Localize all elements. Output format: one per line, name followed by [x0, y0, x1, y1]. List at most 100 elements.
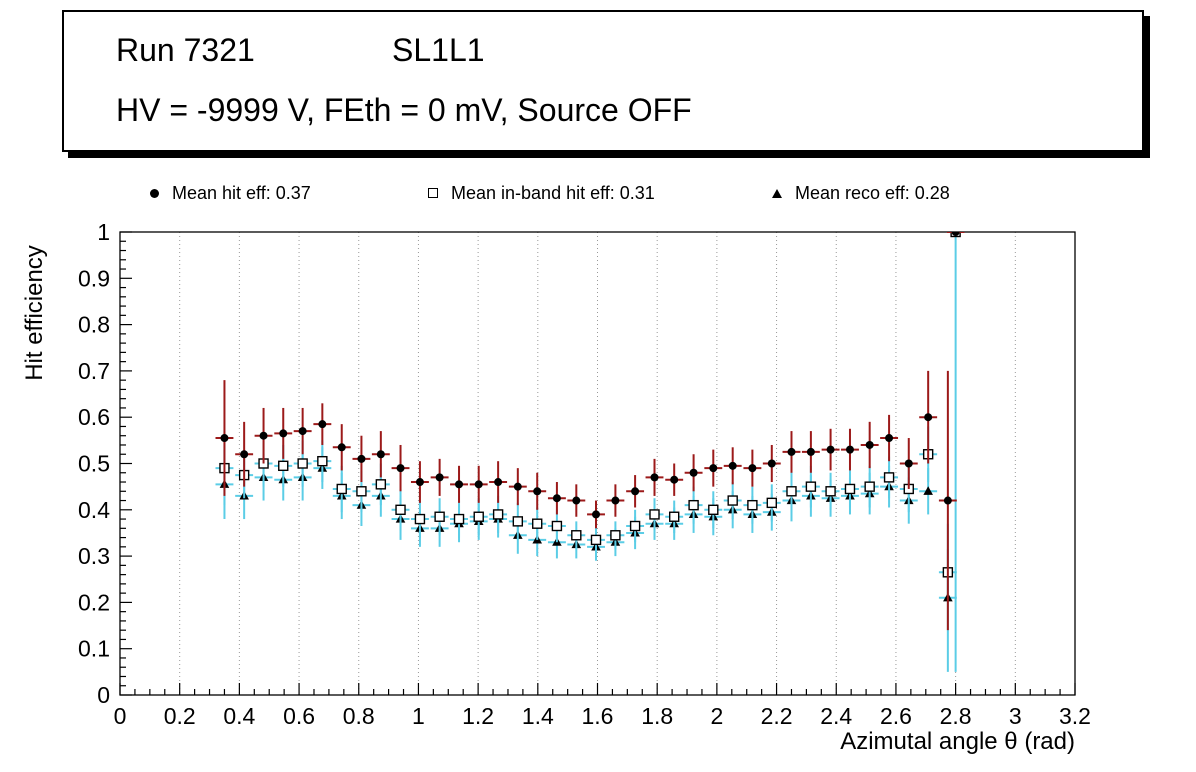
- y-tick-label: 0.8: [78, 312, 110, 338]
- y-tick-label: 1: [97, 219, 110, 245]
- marker-filled-circle: [904, 459, 913, 468]
- marker-open-square: [356, 486, 367, 497]
- marker-open-square: [492, 509, 504, 520]
- marker-open-square: [825, 486, 836, 497]
- marker-open-square: [317, 455, 328, 467]
- title-line-1: Run 7321 SL1L1: [116, 32, 485, 69]
- marker-filled-circle: [357, 454, 366, 463]
- y-tick-label: 0.5: [78, 451, 110, 477]
- legend-label-mean-inband-hit-eff: Mean in-band hit eff: 0.31: [451, 182, 655, 203]
- marker-filled-circle: [951, 232, 960, 236]
- marker-filled-circle: [689, 468, 698, 477]
- marker-filled-circle: [474, 480, 483, 489]
- marker-filled-circle: [865, 440, 874, 449]
- data-series: [215, 232, 965, 672]
- marker-open-square: [708, 504, 719, 515]
- marker-filled-circle: [533, 487, 542, 496]
- axis-ticks: [119, 231, 1076, 696]
- legend-item-mean-reco-eff: Mean reco eff: 0.28: [772, 176, 950, 210]
- open-square-icon: [428, 188, 438, 198]
- marker-filled-circle: [709, 464, 718, 473]
- marker-open-square: [278, 460, 289, 472]
- marker-filled-circle: [220, 434, 229, 443]
- marker-filled-circle: [279, 429, 288, 438]
- marker-open-square: [727, 495, 738, 506]
- marker-open-square: [590, 534, 602, 546]
- x-tick-label: 3.2: [1059, 703, 1091, 729]
- efficiency-plot: 0 0.2 0.4 0.6 0.8 1 1.2 1.4 1.6 1.8 2 2.2 2.4 2.6 2.8 3…: [21, 219, 1091, 755]
- marker-filled-circle: [435, 473, 444, 482]
- marker-open-square: [336, 483, 347, 495]
- marker-open-square: [688, 499, 699, 511]
- legend-item-mean-inband-hit-eff: Mean in-band hit eff: 0.31: [428, 176, 655, 210]
- marker-open-square: [786, 486, 797, 497]
- y-tick-label: 0.2: [78, 589, 110, 615]
- marker-filled-circle: [650, 473, 659, 482]
- marker-open-square: [766, 497, 777, 509]
- marker-open-square: [375, 479, 387, 490]
- legend-label-mean-hit-eff: Mean hit eff: 0.37: [172, 182, 311, 203]
- marker-open-square: [297, 458, 308, 469]
- marker-open-square: [551, 520, 563, 532]
- marker-filled-circle: [415, 478, 424, 487]
- marker-filled-circle: [670, 475, 679, 484]
- marker-filled-circle: [728, 461, 737, 470]
- marker-filled-circle: [787, 447, 796, 456]
- title-box: Run 7321 SL1L1 HV = -9999 V, FEth = 0 mV,…: [62, 10, 1144, 152]
- filled-triangle-icon: [772, 188, 782, 198]
- marker-filled-circle: [240, 450, 249, 459]
- x-tick-label: 2.4: [820, 703, 852, 729]
- x-tick-label: 1.4: [522, 703, 554, 729]
- marker-open-square: [571, 530, 582, 541]
- marker-filled-circle: [494, 478, 503, 487]
- series-open-square: [215, 232, 965, 672]
- series-filled-triangle: [215, 447, 957, 672]
- marker-open-square: [414, 513, 426, 525]
- x-tick-label: 0: [114, 703, 127, 729]
- marker-open-square: [668, 511, 680, 522]
- y-tick-label: 0: [97, 682, 110, 708]
- marker-filled-circle: [298, 427, 307, 436]
- y-tick-label: 0.3: [78, 543, 110, 569]
- x-tick-label: 1: [412, 703, 425, 729]
- marker-filled-circle: [513, 482, 522, 491]
- marker-filled-circle: [748, 464, 757, 473]
- marker-filled-circle: [318, 420, 327, 429]
- conditions-label: HV = -9999 V, FEth = 0 mV, Source OFF: [116, 92, 692, 128]
- marker-filled-circle: [924, 413, 933, 422]
- marker-open-square: [864, 481, 875, 492]
- x-tick-label: 0.2: [164, 703, 196, 729]
- y-tick-label: 0.7: [78, 358, 110, 384]
- x-tick-label: 2: [710, 703, 723, 729]
- x-tick-label: 0.4: [223, 703, 255, 729]
- x-axis-title: Azimutal angle θ (rad): [840, 728, 1075, 755]
- marker-filled-circle: [885, 434, 894, 443]
- legend-label-mean-reco-eff: Mean reco eff: 0.28: [795, 182, 950, 203]
- marker-open-square: [805, 481, 817, 492]
- x-tick-label: 1.2: [462, 703, 494, 729]
- marker-filled-circle: [455, 480, 464, 489]
- y-tick-label: 0.9: [78, 265, 110, 291]
- marker-filled-circle: [943, 496, 952, 505]
- marker-filled-circle: [396, 464, 405, 473]
- marker-open-square: [629, 520, 641, 532]
- x-tick-label: 2.2: [761, 703, 793, 729]
- marker-filled-circle: [611, 496, 620, 505]
- marker-open-square: [649, 509, 660, 520]
- marker-open-square: [395, 504, 406, 515]
- marker-open-square: [473, 511, 484, 522]
- x-tick-labels: 0 0.2 0.4 0.6 0.8 1 1.2 1.4 1.6 1.8 2 2.2 2.4 2.6 2.8 3…: [114, 703, 1091, 729]
- marker-filled-circle: [806, 447, 815, 456]
- legend: Mean hit eff: 0.37 Mean in-band hit eff:…: [120, 176, 1100, 210]
- marker-open-square: [747, 499, 758, 511]
- marker-filled-triangle: [923, 486, 933, 495]
- marker-filled-circle: [376, 450, 385, 459]
- x-tick-label: 2.8: [940, 703, 972, 729]
- y-axis-title: Hit efficiency: [21, 245, 48, 381]
- marker-open-square: [532, 518, 543, 529]
- marker-filled-circle: [631, 487, 640, 496]
- marker-open-square: [883, 472, 895, 483]
- marker-open-square: [434, 511, 445, 522]
- marker-open-square: [512, 516, 524, 527]
